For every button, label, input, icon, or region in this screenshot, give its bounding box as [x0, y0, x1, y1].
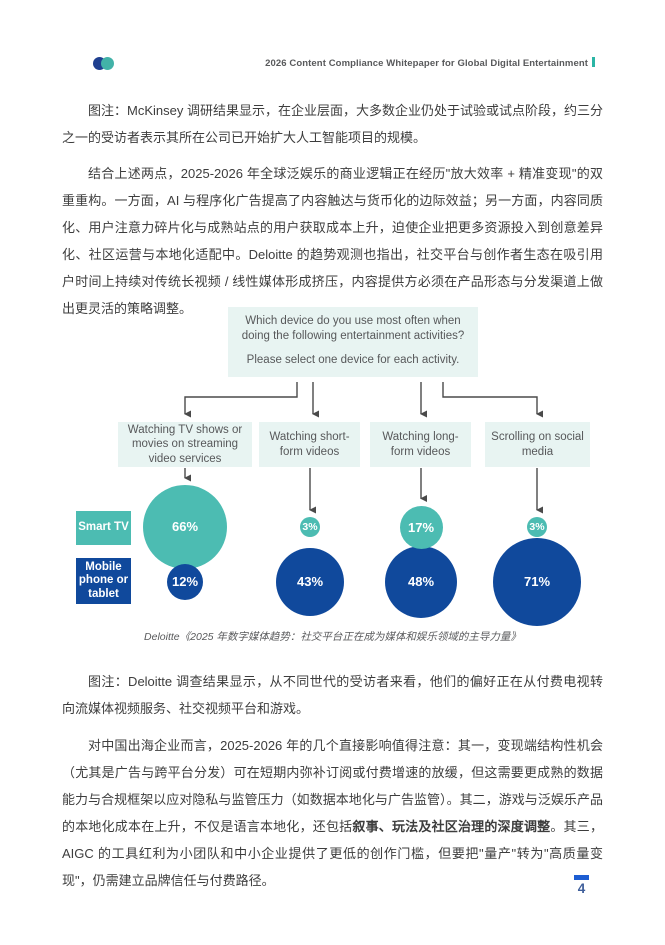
p4-text-pre: 对中国出海企业而言，2025-2026 年的几个直接影响值得注意：其一，变现端结… [62, 738, 603, 834]
category-label-4: Scrolling on social media [485, 422, 590, 467]
header-title: 2026 Content Compliance Whitepaper for G… [265, 58, 588, 69]
page-number: 4 [577, 881, 586, 896]
logo-teal-circle-icon [101, 57, 114, 70]
legend-mobile-phone-tablet: Mobile phone or tablet [76, 558, 131, 604]
bubble-smart-tv-col1: 66% [143, 485, 227, 569]
paragraph-business-logic: 结合上述两点，2025-2026 年全球泛娱乐的商业逻辑正在经历"放大效率 + … [62, 166, 603, 316]
bubble-smart-tv-col4: 3% [527, 517, 547, 537]
footer-accent-bar [574, 875, 589, 880]
chart-question-box: Which device do you use most often when … [228, 307, 478, 377]
legend-smart-tv: Smart TV [76, 511, 131, 545]
bubble-mobile-phone-or-tablet-col4: 71% [493, 538, 581, 626]
chart-question-text: Which device do you use most often when … [241, 315, 465, 342]
p4-text-post: 。其三，AIGC 的工具红利为小团队和中小企业提供了更低的创作门槛，但要把"量产… [62, 819, 603, 888]
chart-source-caption: Deloitte《2025 年数字媒体趋势：社交平台正在成为媒体和娱乐领域的主导… [144, 631, 521, 643]
chart-question-subtext: Please select one device for each activi… [246, 354, 460, 366]
paragraph-china-implications: 对中国出海企业而言，2025-2026 年的几个直接影响值得注意：其一，变现端结… [62, 732, 603, 894]
brand-logo-icon [93, 56, 119, 71]
p4-text-bold: 叙事、玩法及社区治理的深度调整 [352, 819, 551, 834]
paragraph-mckinsey-note: 图注：McKinsey 调研结果显示，在企业层面，大多数企业仍处于试验或试点阶段… [62, 103, 603, 145]
chart-connector-arrows [184, 382, 543, 514]
bubble-mobile-phone-or-tablet-col2: 43% [276, 548, 344, 616]
device-usage-bubble-chart: Which device do you use most often when … [0, 305, 665, 635]
header-accent-tick [592, 57, 595, 67]
category-label-3: Watching long-form videos [370, 422, 471, 467]
category-label-2: Watching short-form videos [259, 422, 360, 467]
paragraph-deloitte-note: 图注：Deloitte 调查结果显示，从不同世代的受访者来看，他们的偏好正在从付… [62, 674, 603, 716]
bubble-mobile-phone-or-tablet-col3: 48% [385, 546, 457, 618]
bubble-smart-tv-col3: 17% [399, 505, 443, 549]
bubble-smart-tv-col2: 3% [300, 517, 320, 537]
category-label-1: Watching TV shows or movies on streaming… [118, 422, 252, 467]
bubble-mobile-phone-or-tablet-col1: 12% [167, 564, 203, 600]
